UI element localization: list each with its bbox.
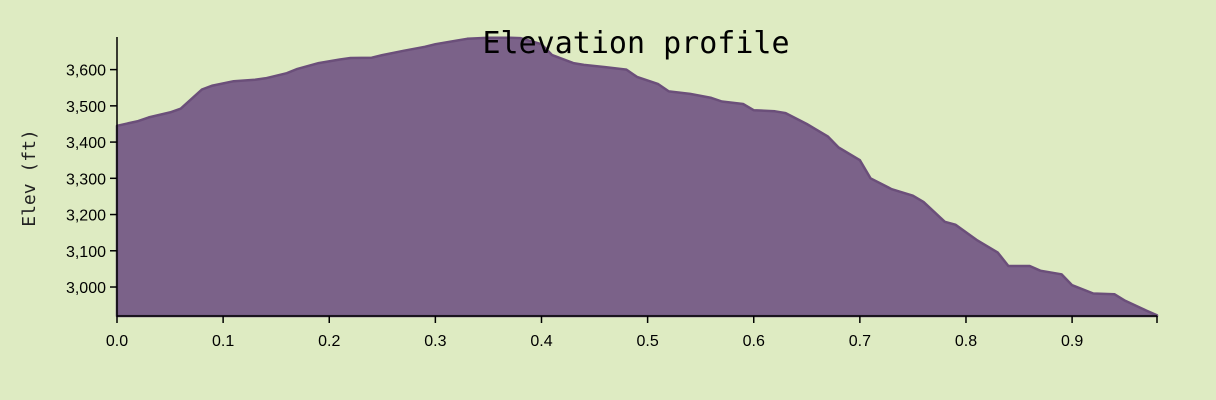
x-tick-label: 0.3 [424,333,446,350]
y-tick-label: 3,000 [66,280,106,297]
y-tick-label: 3,100 [66,244,106,261]
chart-title: Elevation profile [482,26,789,61]
x-axis-ticks: 0.0 0.1 0.2 0.3 0.4 0.5 0.6 0.7 0.8 0.9 [106,316,1158,350]
x-tick-label: 0.6 [743,333,765,350]
x-tick-label: 0.9 [1061,333,1083,350]
y-tick-label: 3,200 [66,208,106,225]
y-tick-label: 3,400 [66,135,106,152]
x-tick-label: 0.7 [849,333,871,350]
x-tick-label: 0.8 [955,333,977,350]
x-tick-label: 0.1 [212,333,234,350]
y-tick-label: 3,600 [66,63,106,80]
y-axis-ticks: 3,000 3,100 3,200 3,300 3,400 3,500 3,600 [66,63,117,297]
x-tick-label: 0.0 [106,333,128,350]
y-tick-label: 3,300 [66,171,106,188]
y-axis-label: Elev (ft) [19,129,40,227]
x-tick-label: 0.2 [318,333,340,350]
x-tick-label: 0.4 [530,333,552,350]
y-tick-label: 3,500 [66,99,106,116]
elevation-area [115,36,1159,318]
x-tick-label: 0.5 [636,333,658,350]
